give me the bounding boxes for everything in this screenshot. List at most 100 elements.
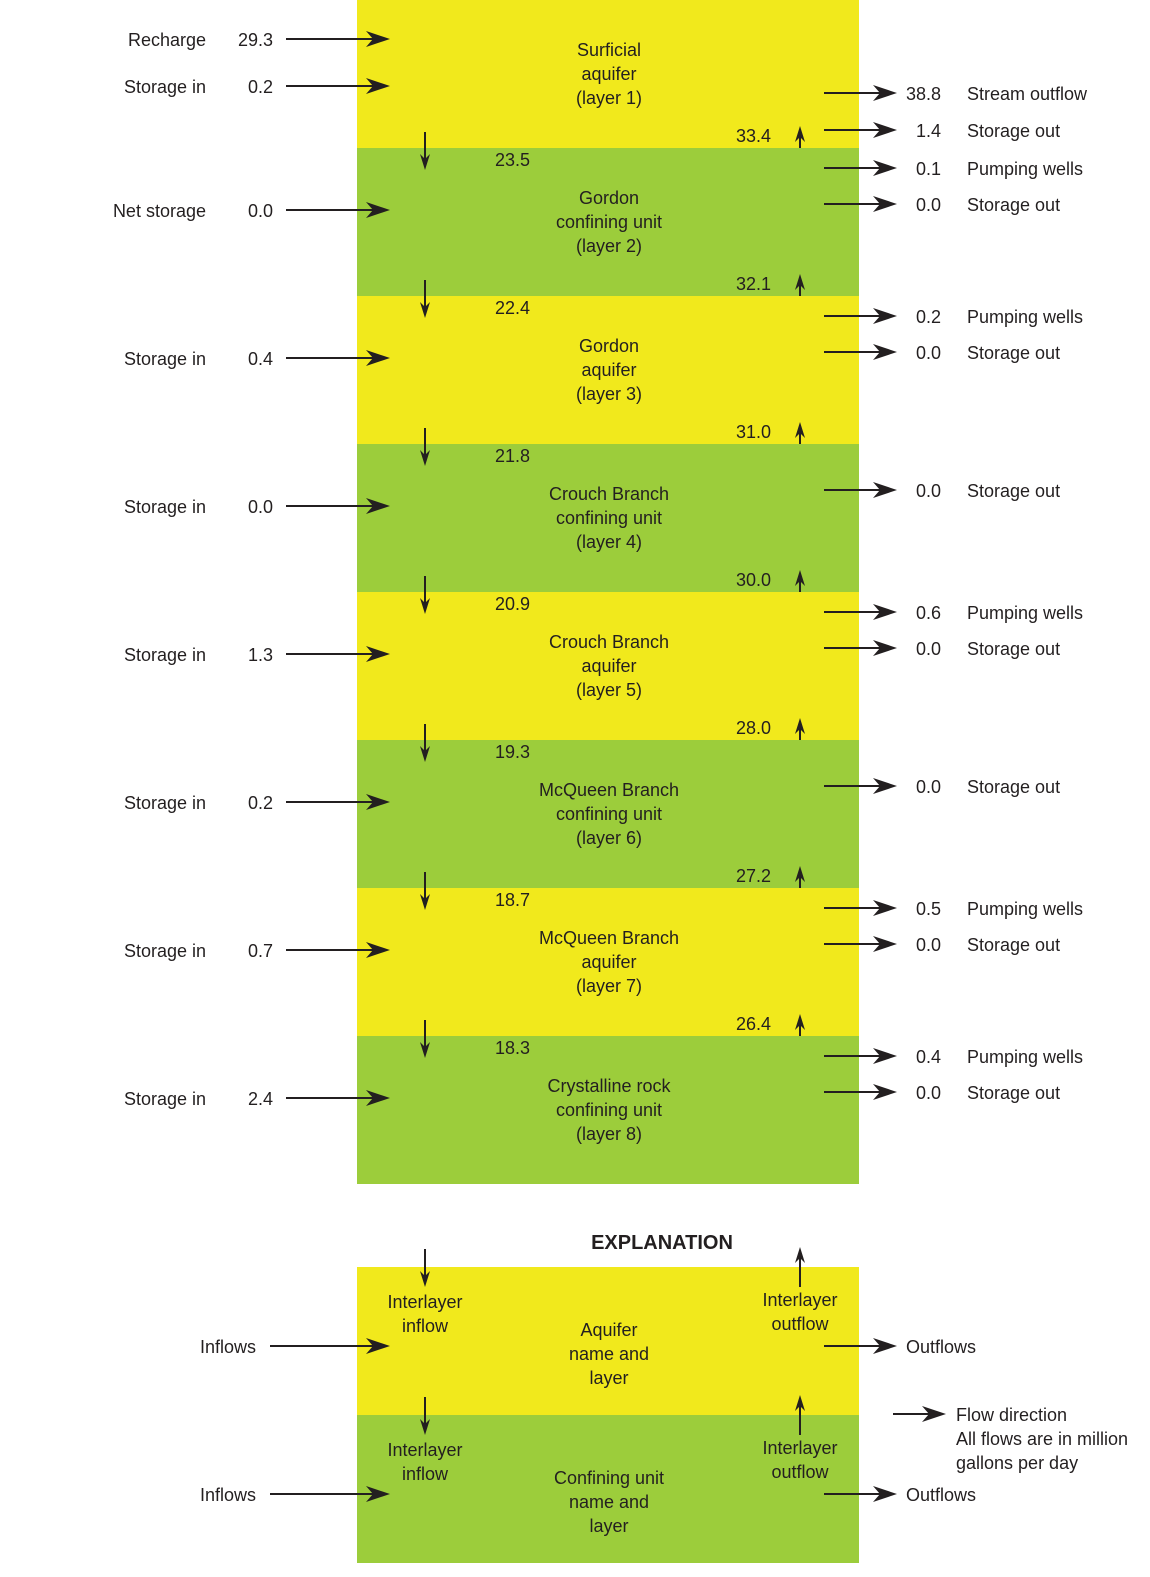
outflow-value: 0.0 xyxy=(916,343,941,363)
inflow: Storage in 0.0 xyxy=(124,497,390,517)
interlayer-inflow-label: inflow xyxy=(402,1316,449,1336)
arrow-head xyxy=(795,1395,805,1411)
layer-box xyxy=(357,148,859,296)
explanation-name-line: layer xyxy=(589,1368,628,1388)
arrow-head xyxy=(873,1084,897,1100)
layer-3: Gordon aquifer (layer 3) 22.4 31.0 Storage in… xyxy=(124,280,1083,462)
inflow-value: 0.0 xyxy=(248,201,273,221)
inflow-arrow xyxy=(286,350,390,366)
outflow-label: Pumping wells xyxy=(967,1047,1083,1067)
arrow-head xyxy=(366,202,390,218)
inflow-arrow xyxy=(286,942,390,958)
inflow-label: Storage in xyxy=(124,793,206,813)
outflow-value: 0.0 xyxy=(916,195,941,215)
arrow-head xyxy=(795,422,805,438)
arrow-head xyxy=(873,1486,897,1502)
outflow-arrow xyxy=(824,936,897,952)
units-note: All flows are in million xyxy=(956,1429,1128,1449)
units-note: gallons per day xyxy=(956,1453,1078,1473)
outflow-arrow xyxy=(824,640,897,656)
outflow-value: 0.5 xyxy=(916,899,941,919)
outflow-arrow xyxy=(824,1486,897,1502)
interlayer-outflow-value: 30.0 xyxy=(736,570,771,590)
interlayer-inflow-value: 23.5 xyxy=(495,150,530,170)
arrow-head xyxy=(873,196,897,212)
arrow-head xyxy=(795,718,805,734)
outflow-value: 0.1 xyxy=(916,159,941,179)
outflow: 0.0 Storage out xyxy=(824,777,1060,797)
inflow: Storage in 0.7 xyxy=(124,941,390,961)
arrow-head xyxy=(795,126,805,142)
arrow-head xyxy=(873,344,897,360)
arrow-head xyxy=(795,1014,805,1030)
inflow-arrow xyxy=(286,498,390,514)
interlayer-inflow-arrow xyxy=(420,1397,430,1435)
inflow-arrow xyxy=(286,78,390,94)
inflow-label: Storage in xyxy=(124,349,206,369)
inflow-arrow xyxy=(270,1338,390,1354)
layer-name-line: Surficial xyxy=(577,40,641,60)
outflow-arrow xyxy=(824,1048,897,1064)
layer-name-line: confining unit xyxy=(556,508,662,528)
outflow-value: 0.6 xyxy=(916,603,941,623)
outflows-label: Outflows xyxy=(906,1337,976,1357)
layer-name-line: McQueen Branch xyxy=(539,780,679,800)
arrow-head xyxy=(420,598,430,614)
interlayer-inflow-value: 18.7 xyxy=(495,890,530,910)
inflow: Storage in 0.2 xyxy=(124,793,390,813)
interlayer-outflow-label: outflow xyxy=(771,1314,829,1334)
arrow-head xyxy=(873,640,897,656)
interlayer-inflow-label: Interlayer xyxy=(387,1440,462,1460)
outflow-arrow xyxy=(824,85,897,101)
inflow-label: Storage in xyxy=(124,77,206,97)
inflow-arrow xyxy=(286,31,390,47)
interlayer-inflow-value: 21.8 xyxy=(495,446,530,466)
layer-name-line: aquifer xyxy=(581,360,636,380)
arrow-head xyxy=(873,900,897,916)
arrow-head xyxy=(366,78,390,94)
layer-box xyxy=(357,1036,859,1184)
outflow-value: 0.0 xyxy=(916,1083,941,1103)
layer-name-line: (layer 3) xyxy=(576,384,642,404)
outflow-label: Stream outflow xyxy=(967,84,1088,104)
outflow-label: Pumping wells xyxy=(967,603,1083,623)
inflow-arrow xyxy=(286,202,390,218)
outflow-arrow xyxy=(824,604,897,620)
outflow-label: Storage out xyxy=(967,121,1060,141)
outflow: 0.5 Pumping wells xyxy=(824,899,1083,919)
arrow-head xyxy=(366,646,390,662)
layer-name-line: McQueen Branch xyxy=(539,928,679,948)
arrow-head xyxy=(420,154,430,170)
outflow-label: Storage out xyxy=(967,935,1060,955)
arrow-head xyxy=(795,866,805,882)
outflow-value: 0.0 xyxy=(916,481,941,501)
inflow: Recharge 29.3 xyxy=(128,30,390,50)
arrow-head xyxy=(420,1042,430,1058)
inflow-label: Storage in xyxy=(124,1089,206,1109)
arrow-head xyxy=(873,85,897,101)
layer-name-line: aquifer xyxy=(581,64,636,84)
arrow-head xyxy=(366,794,390,810)
layer-name-line: (layer 2) xyxy=(576,236,642,256)
interlayer-down-arrow xyxy=(420,132,430,170)
outflow: 0.1 Pumping wells xyxy=(824,159,1083,179)
arrow-head xyxy=(366,498,390,514)
arrow-head xyxy=(873,778,897,794)
interlayer-outflow-value: 26.4 xyxy=(736,1014,771,1034)
layer-8: Crystalline rock confining unit (layer 8) 1… xyxy=(124,1020,1083,1184)
layer-name-line: Crouch Branch xyxy=(549,484,669,504)
layer-name-line: aquifer xyxy=(581,656,636,676)
interlayer-down-arrow xyxy=(420,1020,430,1058)
arrow-head xyxy=(873,482,897,498)
outflow: 0.0 Storage out xyxy=(824,343,1060,363)
outflow-value: 38.8 xyxy=(906,84,941,104)
inflow-arrow xyxy=(286,1090,390,1106)
confining-box: Interlayer inflow Interlayer outflow Confini… xyxy=(200,1395,976,1563)
outflow: 38.8 Stream outflow xyxy=(824,84,1088,104)
outflow: 0.0 Storage out xyxy=(824,1083,1060,1103)
outflow-value: 0.0 xyxy=(916,935,941,955)
interlayer-outflow-value: 31.0 xyxy=(736,422,771,442)
outflow-label: Pumping wells xyxy=(967,159,1083,179)
inflows-label: Inflows xyxy=(200,1337,256,1357)
inflow-arrow xyxy=(286,794,390,810)
